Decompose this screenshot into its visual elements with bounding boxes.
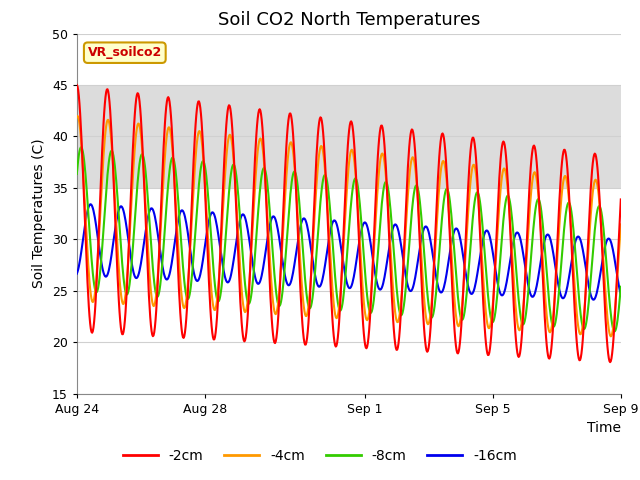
- Text: VR_soilco2: VR_soilco2: [88, 46, 162, 59]
- -8cm: [401, 291, 409, 297]
- Line: -2cm: -2cm: [77, 85, 621, 362]
- -16cm: [136, 268, 143, 274]
- Y-axis label: Soil Temperatures (C): Soil Temperatures (C): [32, 139, 46, 288]
- -2cm: [606, 359, 614, 365]
- -8cm: [490, 319, 497, 324]
- -16cm: [87, 202, 95, 207]
- -4cm: [490, 295, 497, 301]
- -2cm: [135, 94, 143, 99]
- -2cm: [489, 311, 497, 317]
- -8cm: [184, 296, 191, 302]
- -4cm: [617, 221, 625, 227]
- -16cm: [355, 240, 363, 245]
- -16cm: [490, 253, 497, 259]
- -4cm: [401, 236, 409, 241]
- X-axis label: Time: Time: [587, 421, 621, 435]
- Title: Soil CO2 North Temperatures: Soil CO2 North Temperatures: [218, 11, 480, 29]
- -2cm: [617, 196, 625, 202]
- Line: -4cm: -4cm: [77, 116, 621, 336]
- -16cm: [73, 271, 81, 276]
- Line: -8cm: -8cm: [77, 147, 621, 331]
- -8cm: [73, 171, 81, 177]
- -16cm: [184, 228, 191, 234]
- -2cm: [401, 234, 408, 240]
- -4cm: [147, 288, 155, 294]
- Line: -16cm: -16cm: [77, 204, 621, 300]
- -4cm: [73, 114, 81, 120]
- -16cm: [401, 270, 409, 276]
- -4cm: [355, 228, 363, 233]
- -4cm: [184, 284, 191, 290]
- -2cm: [183, 306, 191, 312]
- -4cm: [74, 113, 81, 119]
- -16cm: [617, 292, 625, 298]
- -2cm: [147, 314, 154, 320]
- -4cm: [136, 123, 143, 129]
- -4cm: [607, 334, 614, 339]
- -16cm: [147, 205, 155, 211]
- -2cm: [73, 82, 81, 88]
- -8cm: [77, 144, 84, 150]
- -8cm: [147, 240, 155, 245]
- Bar: [77, 85, 621, 188]
- -16cm: [589, 297, 597, 302]
- -8cm: [611, 328, 619, 334]
- -8cm: [355, 194, 363, 200]
- -8cm: [136, 161, 143, 167]
- -2cm: [355, 227, 362, 233]
- Legend: -2cm, -4cm, -8cm, -16cm: -2cm, -4cm, -8cm, -16cm: [118, 443, 522, 468]
- -8cm: [617, 284, 625, 289]
